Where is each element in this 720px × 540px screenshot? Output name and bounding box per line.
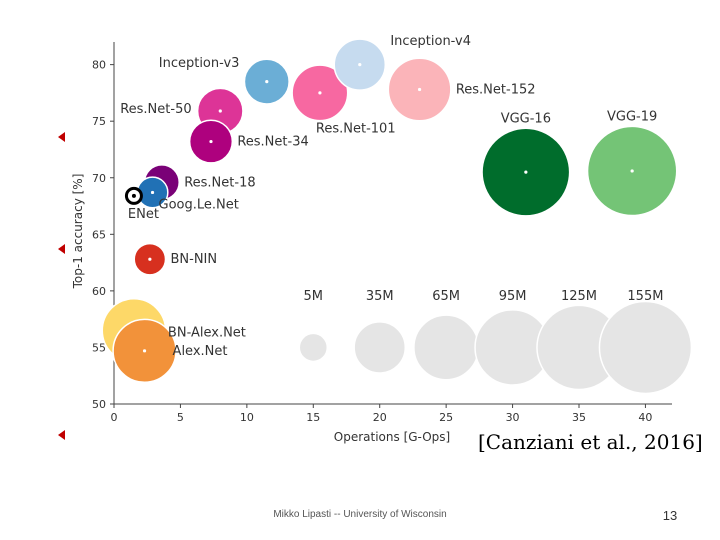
size-legend-label: 125M [561,289,597,304]
data-point-center [148,257,152,261]
size-legend-bubble [598,300,693,395]
point-label: VGG-16 [501,111,551,126]
x-axis-label: Operations [G-Ops] [334,430,450,444]
size-legend-bubble [298,332,329,363]
point-label: Inception-v4 [390,34,471,49]
x-tick-label: 10 [240,411,254,424]
data-point-center [209,139,213,144]
size-legend-bubble [413,314,480,381]
point-label: BN-NIN [171,252,218,267]
point-label: VGG-19 [607,109,657,124]
data-point-center [265,79,269,84]
data-point-center [524,170,528,174]
size-legend-label: 65M [432,289,460,304]
point-label: Res.Net-34 [237,135,308,150]
x-tick-label: 20 [373,411,387,424]
point-label: BN-Alex.Net [168,325,246,340]
y-tick-label: 55 [92,341,106,354]
x-tick-label: 15 [306,411,320,424]
y-tick-label: 80 [92,59,106,72]
data-point-center [630,169,634,173]
size-legend-label: 95M [499,289,527,304]
x-tick-label: 25 [439,411,453,424]
data-point-center [358,63,362,67]
y-tick-label: 65 [92,228,106,241]
x-tick-label: 5 [177,411,184,424]
data-point-center [131,193,136,198]
y-tick-label: 60 [92,285,106,298]
data-point-center [150,190,155,195]
bullet-icon [58,244,65,254]
x-tick-label: 30 [506,411,520,424]
point-label: Inception-v3 [159,56,240,71]
size-legend-bubble [353,321,406,374]
data-point-center [318,91,322,95]
page-number: 13 [662,508,678,523]
point-label: Alex.Net [173,344,228,359]
footer-author: Mikko Lipasti -- University of Wisconsin [273,509,447,520]
point-label: Res.Net-18 [184,175,255,190]
y-tick-label: 75 [92,115,106,128]
x-tick-label: 40 [638,411,652,424]
point-label: Res.Net-152 [456,83,536,98]
accuracy-vs-operations-chart: 50 55 60 65 70 75 80 0 5 10 15 20 25 30 35 40 Operations… [71,34,693,444]
data-point-center [142,349,147,353]
y-tick-label: 50 [92,398,106,411]
point-label: Res.Net-50 [120,102,191,117]
size-legend-label: 5M [304,289,324,304]
point-label: Res.Net-101 [316,122,396,137]
bullet-icon [58,132,65,142]
data-point-center [417,87,422,92]
point-label: ENet [128,207,159,222]
point-label: Goog.Le.Net [159,197,239,212]
citation: [Canziani et al., 2016] [478,430,703,454]
x-tick-label: 35 [572,411,586,424]
size-legend-label: 155M [627,289,663,304]
data-point-center [218,109,222,113]
bullet-icon [58,430,65,440]
y-axis-label: Top-1 accuracy [%] [71,174,85,290]
y-tick-label: 70 [92,172,106,185]
x-tick-label: 0 [111,411,118,424]
size-legend-label: 35M [366,289,394,304]
